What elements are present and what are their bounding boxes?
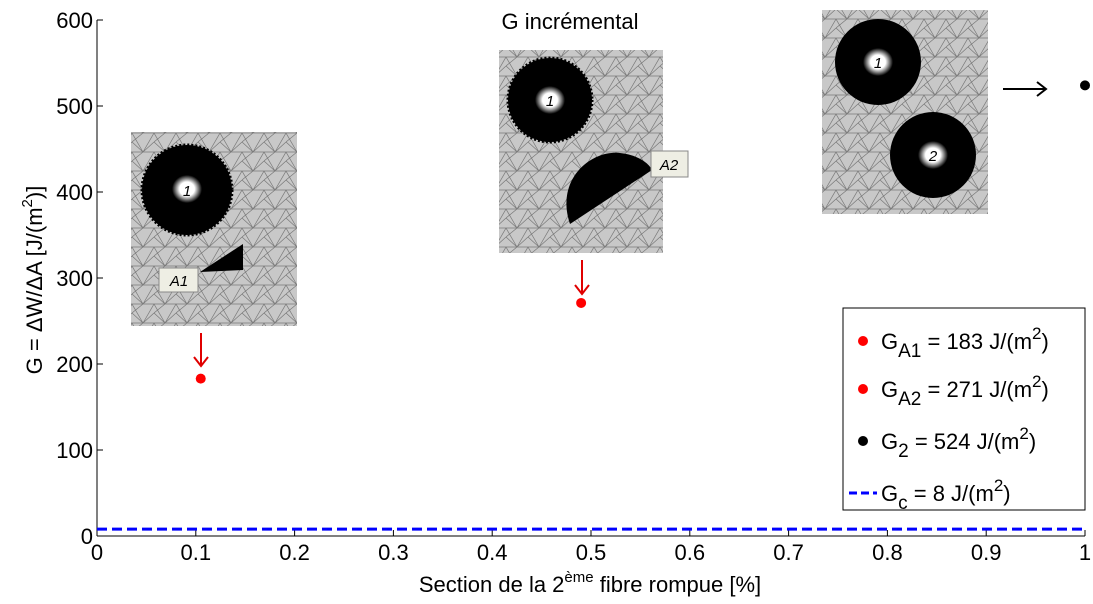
legend-sub: 2 (898, 441, 909, 462)
x-label-text: fibre rompue [%] (594, 572, 762, 597)
inset-label: 1 (546, 93, 554, 110)
legend-label: GA1 = 183 J/(m2) (881, 324, 1049, 362)
legend-text: ) (1003, 481, 1010, 506)
x-tick-label: 0.8 (872, 540, 903, 565)
x-label-sup: ème (564, 569, 593, 586)
legend-text: = 271 J/(m (921, 377, 1032, 402)
legend-box (842, 307, 1086, 511)
legend-text: = 524 J/(m (909, 429, 1020, 454)
legend-sub: A2 (898, 389, 921, 410)
x-tick-label: 0.7 (773, 540, 804, 565)
inset-mesh-a2 (499, 50, 689, 253)
data-point (195, 373, 206, 384)
inset-mesh-a1 (131, 132, 297, 326)
legend-sup: 2 (994, 476, 1003, 495)
legend-text: = 183 J/(m (921, 329, 1032, 354)
x-label-text: Section de la 2 (419, 572, 565, 597)
y-tick-label: 600 (56, 8, 93, 33)
legend-marker (858, 384, 868, 394)
x-tick-label: 0 (91, 540, 103, 565)
x-tick-label: 0.3 (378, 540, 409, 565)
inset-label: 1 (874, 55, 882, 72)
y-tick-label: 0 (81, 524, 93, 549)
inset-mesh-g2 (822, 10, 988, 214)
legend-text: G (881, 377, 898, 402)
legend-text: G (881, 429, 898, 454)
data-point (1080, 80, 1090, 91)
legend-text: ) (1042, 377, 1049, 402)
x-tick-label: 0.4 (477, 540, 508, 565)
y-tick-label: 100 (56, 438, 93, 463)
y-tick-label: 200 (56, 352, 93, 377)
legend-text: ) (1042, 329, 1049, 354)
annotation-title: G incrémental (502, 9, 639, 34)
data-point (576, 297, 587, 308)
legend-marker (858, 336, 868, 346)
inset-label: 2 (928, 148, 938, 165)
x-tick-label: 0.2 (279, 540, 310, 565)
legend-text: = 8 J/(m (908, 481, 994, 506)
legend-sub: c (898, 493, 908, 514)
inset-label: A1 (169, 273, 188, 290)
inset-label: A2 (659, 157, 679, 174)
legend-label: G2 = 524 J/(m2) (881, 424, 1036, 462)
y-label-text: G = ΔW/ΔA [J/(m (22, 207, 47, 374)
y-tick-label: 500 (56, 94, 93, 119)
y-axis-label: G = ΔW/ΔA [J/(m2)] (19, 186, 47, 375)
x-tick-label: 0.9 (971, 540, 1002, 565)
legend-sup: 2 (1019, 424, 1028, 443)
x-tick-label: 0.1 (181, 540, 212, 565)
legend-sub: A1 (898, 341, 921, 362)
legend-sup: 2 (1032, 324, 1041, 343)
legend-text: G (881, 481, 898, 506)
x-tick-label: 0.6 (675, 540, 706, 565)
y-label-sup: 2 (19, 199, 36, 207)
x-axis-label: Section de la 2ème fibre rompue [%] (419, 569, 761, 597)
legend-label: Gc = 8 J/(m2) (881, 476, 1011, 514)
x-tick-label: 0.5 (576, 540, 607, 565)
arrows (193, 81, 1048, 368)
y-tick-label: 400 (56, 180, 93, 205)
x-tick-label: 1 (1079, 540, 1091, 565)
legend-label: GA2 = 271 J/(m2) (881, 372, 1049, 410)
legend-text: G (881, 329, 898, 354)
legend-marker (858, 436, 868, 446)
legend-sup: 2 (1032, 372, 1041, 391)
inset-label: 1 (183, 183, 191, 200)
y-tick-label: 300 (56, 266, 93, 291)
y-label-text: )] (22, 186, 47, 199)
legend-text: ) (1029, 429, 1036, 454)
